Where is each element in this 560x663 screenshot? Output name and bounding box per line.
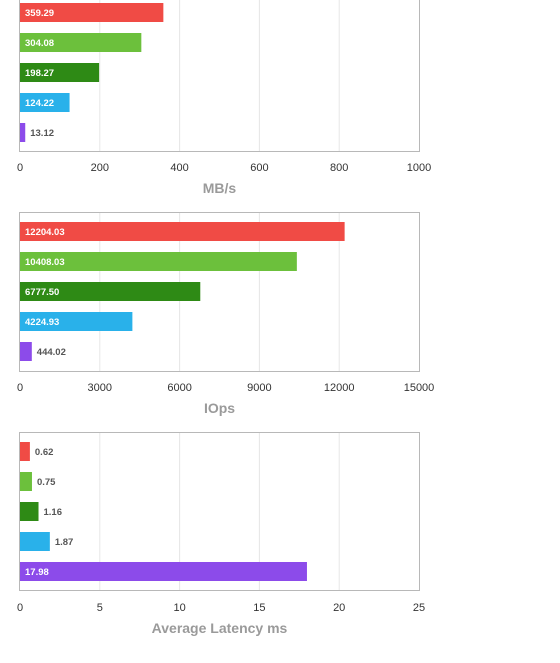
chart-1-bar-value-label: 13.12 bbox=[30, 128, 54, 139]
chart-2-x-axis-title: IOps bbox=[204, 400, 235, 416]
chart-1-bar bbox=[20, 123, 26, 142]
chart-3-bar bbox=[20, 502, 39, 521]
chart-3-bar-value-label: 17.98 bbox=[25, 567, 49, 578]
chart-3-bar-value-label: 0.75 bbox=[37, 477, 56, 488]
chart-1-bar-value-label: 198.27 bbox=[25, 68, 54, 79]
chart-3-bar bbox=[20, 442, 30, 461]
chart-1-bar bbox=[20, 3, 164, 22]
chart-2-x-tick-label: 3000 bbox=[88, 382, 112, 394]
chart-2-bar bbox=[20, 342, 32, 361]
chart-1-bar bbox=[20, 33, 142, 52]
chart-3-x-axis-title: Average Latency ms bbox=[152, 620, 288, 636]
chart-1-x-tick-label: 400 bbox=[170, 162, 188, 174]
chart-1-x-tick-label: 0 bbox=[17, 162, 23, 174]
chart-2-bar-value-label: 6777.50 bbox=[25, 287, 59, 298]
chart-1-x-tick-label: 1000 bbox=[407, 162, 431, 174]
chart-2-bar bbox=[20, 252, 297, 271]
chart-2-x-tick-label: 9000 bbox=[247, 382, 271, 394]
chart-1-x-axis-title: MB/s bbox=[203, 180, 237, 196]
chart-2-bar bbox=[20, 312, 133, 331]
chart-2-x-tick-label: 12000 bbox=[324, 382, 355, 394]
chart-3-x-tick-label: 25 bbox=[413, 602, 425, 614]
chart-2-x-tick-label: 6000 bbox=[167, 382, 191, 394]
chart-1-bar bbox=[20, 63, 100, 82]
chart-3-bar bbox=[20, 562, 307, 581]
chart-1-x-tick-label: 200 bbox=[91, 162, 109, 174]
chart-1-bar bbox=[20, 93, 70, 112]
chart-3-bar-value-label: 1.87 bbox=[55, 537, 74, 548]
chart-2-bar bbox=[20, 282, 201, 301]
chart-1-x-tick-label: 800 bbox=[330, 162, 348, 174]
chart-2-bar-value-label: 444.02 bbox=[37, 347, 66, 358]
chart-2-bar-value-label: 10408.03 bbox=[25, 257, 65, 268]
chart-2-bar-value-label: 12204.03 bbox=[25, 227, 65, 238]
chart-3-bar bbox=[20, 472, 32, 491]
chart-2-bar bbox=[20, 222, 345, 241]
chart-1-bar-value-label: 359.29 bbox=[25, 8, 54, 19]
chart-2-x-tick-label: 15000 bbox=[404, 382, 435, 394]
chart-2-x-tick-label: 0 bbox=[17, 382, 23, 394]
chart-3-x-tick-label: 5 bbox=[97, 602, 103, 614]
chart-3-x-tick-label: 15 bbox=[253, 602, 265, 614]
chart-3-x-tick-label: 0 bbox=[17, 602, 23, 614]
chart-2-bar-value-label: 4224.93 bbox=[25, 317, 59, 328]
chart-3-bar-value-label: 1.16 bbox=[44, 507, 63, 518]
chart-3-bar-value-label: 0.62 bbox=[35, 447, 54, 458]
chart-3-bar bbox=[20, 532, 50, 551]
chart-1-x-tick-label: 600 bbox=[250, 162, 268, 174]
chart-3-x-tick-label: 10 bbox=[173, 602, 185, 614]
chart-3-x-tick-label: 20 bbox=[333, 602, 345, 614]
chart-1-bar-value-label: 124.22 bbox=[25, 98, 54, 109]
chart-1-bar-value-label: 304.08 bbox=[25, 38, 54, 49]
